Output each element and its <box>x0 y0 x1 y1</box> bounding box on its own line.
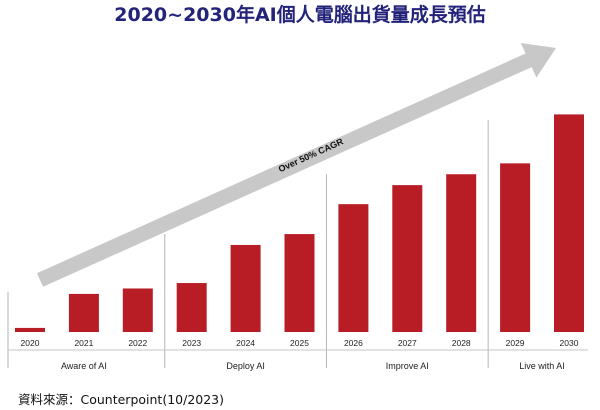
chart-title: 2020~2030年AI個人電腦出貨量成長預估 <box>114 4 486 26</box>
x-tick-label: 2020 <box>21 338 40 348</box>
bar-2029 <box>500 163 531 332</box>
bar-2020 <box>15 327 45 332</box>
x-tick-label: 2026 <box>344 338 363 348</box>
bar-2022 <box>122 288 153 332</box>
x-tick-label: 2029 <box>506 338 525 348</box>
bar-2023 <box>176 283 207 332</box>
phase-label: Improve AI <box>386 361 429 371</box>
phase-label: Aware of AI <box>61 361 107 371</box>
bar-2030 <box>554 114 584 333</box>
x-tick-label: 2030 <box>560 338 579 348</box>
bar-2021 <box>68 293 99 332</box>
x-tick-label: 2028 <box>452 338 471 348</box>
source-note: 資料來源：Counterpoint(10/2023) <box>18 392 225 407</box>
bar-2028 <box>446 174 477 332</box>
x-tick-label: 2022 <box>128 338 147 348</box>
x-tick-label: 2024 <box>236 338 255 348</box>
x-tick-label: 2023 <box>182 338 201 348</box>
phase-label: Deploy AI <box>226 361 265 371</box>
bar-2026 <box>338 204 369 332</box>
bar-2027 <box>392 185 423 332</box>
chart-plot: Aware of AI Deploy AI Improve AI Live with … <box>7 43 588 371</box>
bar-2025 <box>284 234 315 332</box>
growth-arrow <box>36 43 556 287</box>
bar-2024 <box>230 244 261 332</box>
phase-label: Live with AI <box>519 361 565 371</box>
x-tick-label: 2027 <box>398 338 417 348</box>
x-tick-label: 2025 <box>290 338 309 348</box>
x-tick-label: 2021 <box>74 338 93 348</box>
